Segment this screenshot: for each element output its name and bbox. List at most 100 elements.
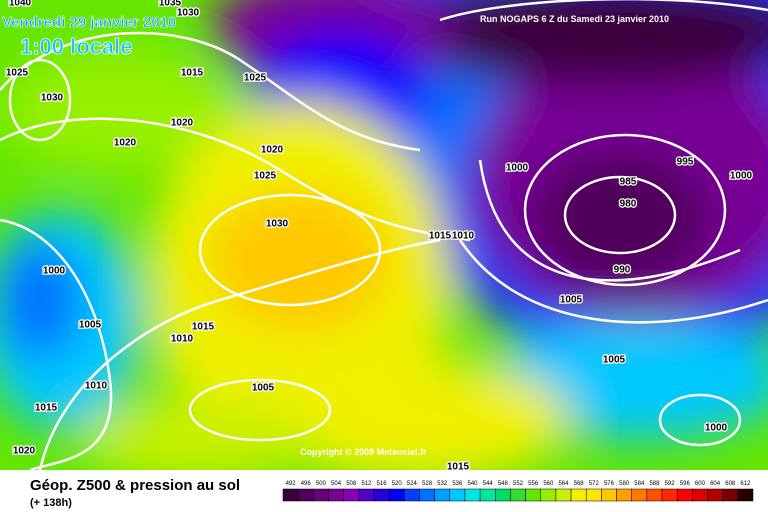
isobar-label: 1015 (192, 322, 215, 333)
legend-label: 612 (740, 481, 751, 487)
isobar-label: 1000 (43, 266, 66, 277)
isobar-label: 980 (620, 199, 637, 210)
isobar-label: 1015 (35, 403, 58, 414)
isobar-label: 1005 (560, 295, 583, 306)
legend-label: 572 (589, 481, 600, 487)
legend-label: 508 (346, 481, 357, 487)
legend-label: 524 (407, 481, 418, 487)
isobar-label: 1020 (171, 118, 194, 129)
legend-label: 520 (392, 481, 403, 487)
legend-swatch (737, 488, 754, 502)
legend-swatch (328, 488, 344, 502)
isobar-label: 1015 (181, 68, 204, 79)
isobar-label: 1000 (730, 171, 753, 182)
legend-label: 540 (468, 481, 479, 487)
legend-swatch (631, 488, 648, 502)
isobar-label: 1015 (429, 231, 452, 242)
isobar-label: 1040 (9, 0, 32, 9)
legend-label: 500 (316, 481, 327, 487)
isobar-label: 985 (620, 177, 637, 188)
legend-label: 496 (301, 481, 312, 487)
isobar-label: 1035 (159, 0, 182, 9)
legend-label: 592 (665, 481, 676, 487)
legend-label: 492 (286, 481, 297, 487)
legend-label: 588 (649, 481, 660, 487)
legend-swatch (495, 488, 511, 502)
isobar-label: 1005 (252, 383, 275, 394)
copyright: Copyright © 2009 Meteociel.fr (300, 447, 427, 457)
isobar-label: 1020 (13, 446, 36, 457)
isobar-label: 1025 (6, 68, 29, 79)
legend-label: 576 (604, 481, 615, 487)
isobar-label: 1020 (261, 145, 284, 156)
isobar-label: 1010 (85, 381, 108, 392)
legend-label: 552 (513, 481, 524, 487)
legend-swatch (510, 488, 526, 502)
legend-swatch (313, 488, 329, 502)
forecast-date: Vendredi 29 janvier 2010 (2, 14, 176, 31)
legend-label: 528 (422, 481, 433, 487)
legend-label: 608 (725, 481, 736, 487)
legend-swatch (404, 488, 420, 502)
isobar-label: 1005 (79, 320, 102, 331)
legend-swatch (676, 488, 693, 502)
isobar-label: 1000 (705, 423, 728, 434)
isobar-label: 1030 (266, 219, 289, 230)
legend-label: 516 (377, 481, 388, 487)
legend-swatch (297, 488, 314, 502)
footer-lead: (+ 138h) (30, 497, 72, 509)
legend-swatch (585, 488, 602, 502)
legend-swatch (434, 488, 451, 502)
legend-label: 564 (558, 481, 569, 487)
isobar-label: 1020 (114, 138, 137, 149)
legend-label: 544 (483, 481, 494, 487)
legend-swatch (646, 488, 663, 502)
legend-label: 580 (619, 481, 630, 487)
isobar-label: 1005 (603, 355, 626, 366)
run-info: Run NOGAPS 6 Z du Samedi 23 janvier 2010 (480, 14, 669, 24)
legend-swatch (373, 488, 390, 502)
color-legend: 492 496 500 504 508 512 516 520 524 528 532 536 540 5… (282, 481, 754, 502)
legend-label: 536 (452, 481, 463, 487)
isobar-label: 1015 (447, 462, 470, 473)
legend-swatch (707, 488, 723, 502)
isobar-label: 1025 (254, 171, 277, 182)
legend-label: 604 (710, 481, 721, 487)
isobar-label: 1000 (506, 163, 529, 174)
isobar-label: 995 (677, 157, 694, 168)
legend-swatch (525, 488, 541, 502)
legend-label: 600 (695, 481, 706, 487)
isobars (0, 0, 768, 470)
legend-swatch (661, 488, 678, 502)
legend-swatch (388, 488, 405, 502)
legend-swatch (464, 488, 481, 502)
legend-label: 556 (528, 481, 539, 487)
legend-swatch (601, 488, 617, 502)
isobar-label: 1025 (244, 73, 267, 84)
legend-label: 532 (437, 481, 448, 487)
legend-label: 560 (543, 481, 554, 487)
legend-swatch (419, 488, 435, 502)
isobar-label: 1030 (41, 93, 64, 104)
legend-swatch (570, 488, 587, 502)
legend-swatch (555, 488, 572, 502)
isobar-label: 1030 (177, 8, 200, 19)
legend-swatch (479, 488, 496, 502)
legend-swatch (692, 488, 708, 502)
footer-title: Géop. Z500 & pression au sol (30, 477, 240, 494)
legend-label: 596 (680, 481, 691, 487)
forecast-time: 1:00 locale (20, 34, 133, 59)
legend-label: 512 (361, 481, 372, 487)
legend-swatch (722, 488, 739, 502)
legend-label: 504 (331, 481, 342, 487)
legend-label: 548 (498, 481, 509, 487)
legend-label: 584 (634, 481, 645, 487)
legend-swatch (616, 488, 632, 502)
isobar-label: 1010 (452, 231, 475, 242)
legend-swatch (343, 488, 360, 502)
isobar-label: 990 (614, 265, 631, 276)
legend-label: 568 (574, 481, 585, 487)
isobar-label: 1010 (171, 334, 194, 345)
